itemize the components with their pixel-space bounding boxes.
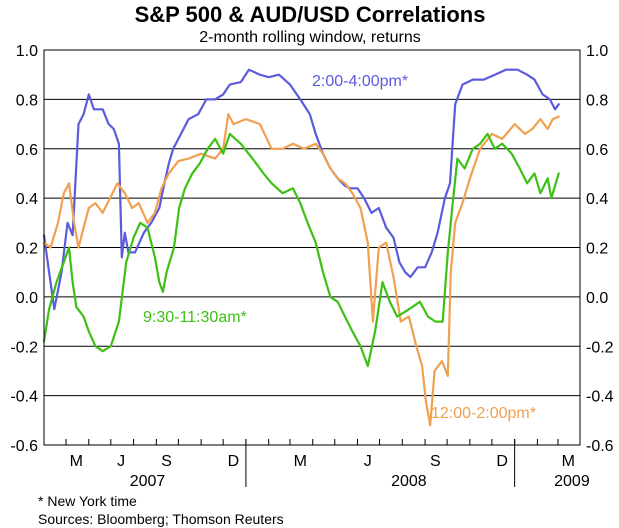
series-line-2 — [42, 132, 560, 368]
y-tick-label-right: -0.4 — [586, 389, 614, 406]
x-tick-label: S — [161, 453, 172, 470]
sources-note: Sources: Bloomberg; Thomson Reuters — [38, 511, 284, 527]
x-tick-label: S — [430, 453, 441, 470]
y-tick-label-left: 0.0 — [16, 290, 38, 307]
x-tick-label: M — [70, 453, 83, 470]
x-tick-label: D — [228, 453, 240, 470]
y-tick-label-left: 1.0 — [16, 43, 38, 60]
y-tick-label-right: -0.2 — [586, 339, 614, 356]
series-lines — [42, 68, 560, 427]
x-tick-label: J — [117, 453, 125, 470]
y-tick-label-right: 0.8 — [586, 92, 608, 109]
x-tick-label: D — [496, 453, 508, 470]
y-tick-label-left: -0.2 — [10, 339, 38, 356]
y-tick-label-left: -0.4 — [10, 389, 38, 406]
series-label-12pm: 12:00-2:00pm* — [431, 405, 536, 422]
gridlines — [44, 49, 580, 446]
chart-title: S&P 500 & AUD/USD Correlations — [135, 2, 486, 27]
plot-frame — [43, 49, 581, 446]
series-label-930am: 9:30-11:30am* — [143, 309, 247, 326]
x-tick-label: J — [364, 453, 372, 470]
y-tick-label-left: 0.8 — [16, 92, 38, 109]
y-tick-label-right: 0.0 — [586, 290, 608, 307]
y-tick-label-right: -0.6 — [586, 438, 614, 455]
series-label-2pm: 2:00-4:00pm* — [312, 73, 408, 90]
y-tick-label-left: 0.4 — [16, 191, 38, 208]
series-line-1 — [42, 113, 560, 427]
axes: 1.0 1.0 0.8 0.8 0.6 0.6 0.4 0.4 0.2 0.2 0.0 0.0 -0.2… — [10, 43, 613, 490]
year-label: 2009 — [554, 473, 590, 490]
y-tick-label-right: 0.4 — [586, 191, 608, 208]
year-label: 2007 — [130, 473, 166, 490]
y-tick-label-right: 0.2 — [586, 241, 608, 258]
series-line-0 — [42, 68, 560, 311]
y-tick-label-left: -0.6 — [10, 438, 38, 455]
y-tick-label-left: 0.2 — [16, 241, 38, 258]
y-tick-label-right: 1.0 — [586, 43, 608, 60]
y-tick-label-left: 0.6 — [16, 142, 38, 159]
chart-subtitle: 2-month rolling window, returns — [199, 29, 420, 46]
y-tick-label-right: 0.6 — [586, 142, 608, 159]
x-tick-label: M — [562, 453, 575, 470]
footnote: * New York time — [38, 493, 137, 509]
x-tick-label: M — [294, 453, 307, 470]
year-label: 2008 — [391, 473, 427, 490]
